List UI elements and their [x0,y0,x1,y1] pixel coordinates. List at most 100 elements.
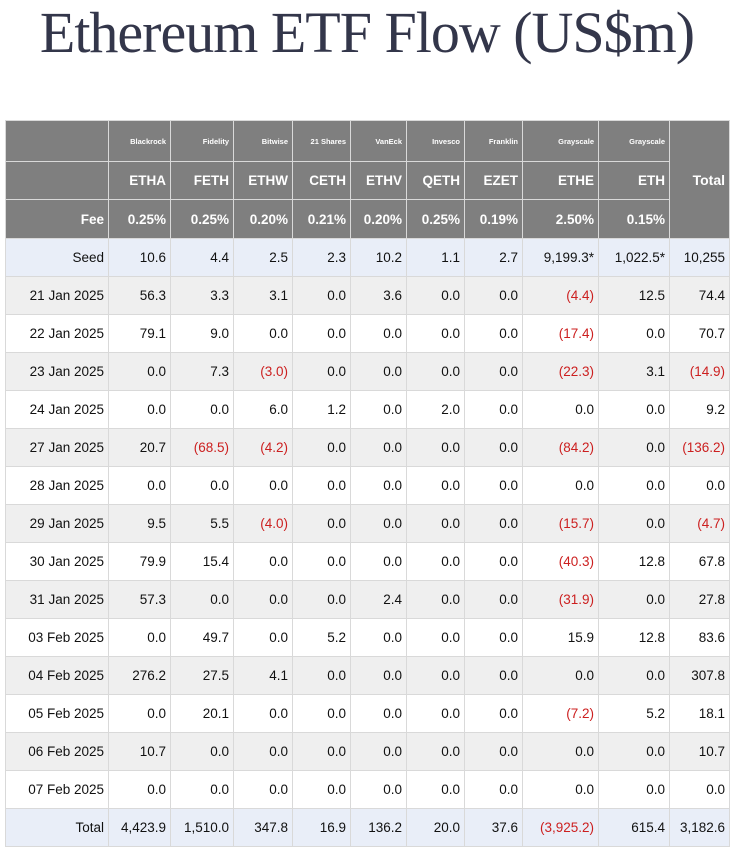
row-total: (14.9) [669,352,730,391]
flow-value: 0.0 [598,466,670,505]
flow-value: 4,423.9 [108,808,171,847]
flow-value: 57.3 [108,580,171,619]
flow-value: 12.8 [598,542,670,581]
flow-value: 0.0 [292,504,351,543]
flow-value: 3.1 [598,352,670,391]
flow-value: 15.9 [522,618,599,657]
flow-value: 0.0 [108,466,171,505]
flow-value: (17.4) [522,314,599,353]
seed-row: Seed 10.6 4.4 2.5 2.3 10.2 1.1 2.7 9,199.3* 1,022… [5,238,730,277]
row-label: 27 Jan 2025 [5,428,109,467]
fee-value: 0.15% [598,199,670,239]
table-row: 27 Jan 2025 20.7 (68.5) (4.2) 0.0 0.0 0.0 0.0 (8… [5,428,730,467]
flow-value: 20.0 [406,808,465,847]
flow-value: 347.8 [233,808,293,847]
fee-value: 0.25% [170,199,234,239]
flow-value: 0.0 [598,580,670,619]
flow-value: 0.0 [350,504,407,543]
row-label: 07 Feb 2025 [5,770,109,809]
flow-value: 0.0 [292,352,351,391]
flow-value: 5.2 [292,618,351,657]
flow-value: 0.0 [522,390,599,429]
flow-value: 3.1 [233,276,293,315]
flow-value: 0.0 [292,770,351,809]
flow-value: 0.0 [350,694,407,733]
flow-value: 0.0 [350,428,407,467]
flow-value: 7.3 [170,352,234,391]
flow-value: 0.0 [292,732,351,771]
row-total: 83.6 [669,618,730,657]
flow-value: 0.0 [170,580,234,619]
ticker-header: FETH [170,161,234,200]
flow-value: 0.0 [406,656,465,695]
ticker-header-row: ETHA FETH ETHW CETH ETHV QETH EZET ETHE ETH [5,161,730,200]
flow-value: 0.0 [406,352,465,391]
flow-value: 0.0 [598,770,670,809]
flow-value: (4.0) [233,504,293,543]
header-blank [5,120,109,162]
flow-value: 1,022.5* [598,238,670,277]
flow-value: 0.0 [350,352,407,391]
flow-value: 0.0 [350,466,407,505]
row-label: 06 Feb 2025 [5,732,109,771]
flow-value: 16.9 [292,808,351,847]
flow-value: 0.0 [598,428,670,467]
table-row: 03 Feb 2025 0.0 49.7 0.0 5.2 0.0 0.0 0.0 15.9 12.… [5,618,730,657]
flow-value: 0.0 [170,390,234,429]
flow-value: 0.0 [406,276,465,315]
flow-value: 0.0 [350,732,407,771]
flow-value: (40.3) [522,542,599,581]
fee-header-row: Fee 0.25% 0.25% 0.20% 0.21% 0.20% 0.25% 0.19% 2.… [5,199,730,239]
flow-value: 9.0 [170,314,234,353]
row-label: 21 Jan 2025 [5,276,109,315]
page-title: Ethereum ETF Flow (US$m) [39,0,695,65]
flow-value: 0.0 [233,732,293,771]
table-row: 22 Jan 2025 79.1 9.0 0.0 0.0 0.0 0.0 0.0 (17.4) 0… [5,314,730,353]
row-total: 0.0 [669,770,730,809]
flow-value: (68.5) [170,428,234,467]
flow-value: 0.0 [464,580,523,619]
table-row: 23 Jan 2025 0.0 7.3 (3.0) 0.0 0.0 0.0 0.0 (22.3)… [5,352,730,391]
flow-value: 2.5 [233,238,293,277]
row-label: 24 Jan 2025 [5,390,109,429]
fee-value: 0.21% [292,199,351,239]
flow-value: 0.0 [350,314,407,353]
row-label: 23 Jan 2025 [5,352,109,391]
flow-value: 37.6 [464,808,523,847]
fee-value: 2.50% [522,199,599,239]
issuer-header: 21 Shares [292,120,351,162]
fee-value: 0.19% [464,199,523,239]
table-row: 29 Jan 2025 9.5 5.5 (4.0) 0.0 0.0 0.0 0.0 (15.7)… [5,504,730,543]
table-row: 05 Feb 2025 0.0 20.1 0.0 0.0 0.0 0.0 0.0 (7.2) 5.… [5,694,730,733]
flow-value: 0.0 [170,770,234,809]
flow-value: 0.0 [292,580,351,619]
total-header: Total [669,120,730,239]
header-blank [5,161,109,200]
ticker-header: QETH [406,161,465,200]
flow-value: 0.0 [233,694,293,733]
issuer-header: Fidelity [170,120,234,162]
row-label: 31 Jan 2025 [5,580,109,619]
flow-value: 49.7 [170,618,234,657]
flow-value: 20.7 [108,428,171,467]
flow-value: 0.0 [598,656,670,695]
flow-value: 1.2 [292,390,351,429]
flow-value: 0.0 [233,314,293,353]
table-row: 04 Feb 2025 276.2 27.5 4.1 0.0 0.0 0.0 0.0 0.0 0.… [5,656,730,695]
flow-value: (4.2) [233,428,293,467]
flow-value: 0.0 [233,618,293,657]
flow-value: 0.0 [170,732,234,771]
ticker-header: CETH [292,161,351,200]
fee-value: 0.25% [406,199,465,239]
flow-value: 0.0 [464,314,523,353]
table-row: 30 Jan 2025 79.9 15.4 0.0 0.0 0.0 0.0 0.0 (40.3)… [5,542,730,581]
flow-value: (15.7) [522,504,599,543]
flow-value: 12.5 [598,276,670,315]
flow-value: 2.3 [292,238,351,277]
flow-value: 0.0 [108,694,171,733]
flow-value: 0.0 [522,732,599,771]
flow-value: 27.5 [170,656,234,695]
row-total: 0.0 [669,466,730,505]
flow-value: 0.0 [406,694,465,733]
flow-value: 0.0 [598,504,670,543]
